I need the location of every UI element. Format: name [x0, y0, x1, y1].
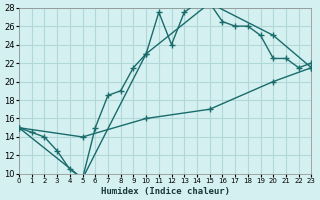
X-axis label: Humidex (Indice chaleur): Humidex (Indice chaleur)	[101, 187, 230, 196]
